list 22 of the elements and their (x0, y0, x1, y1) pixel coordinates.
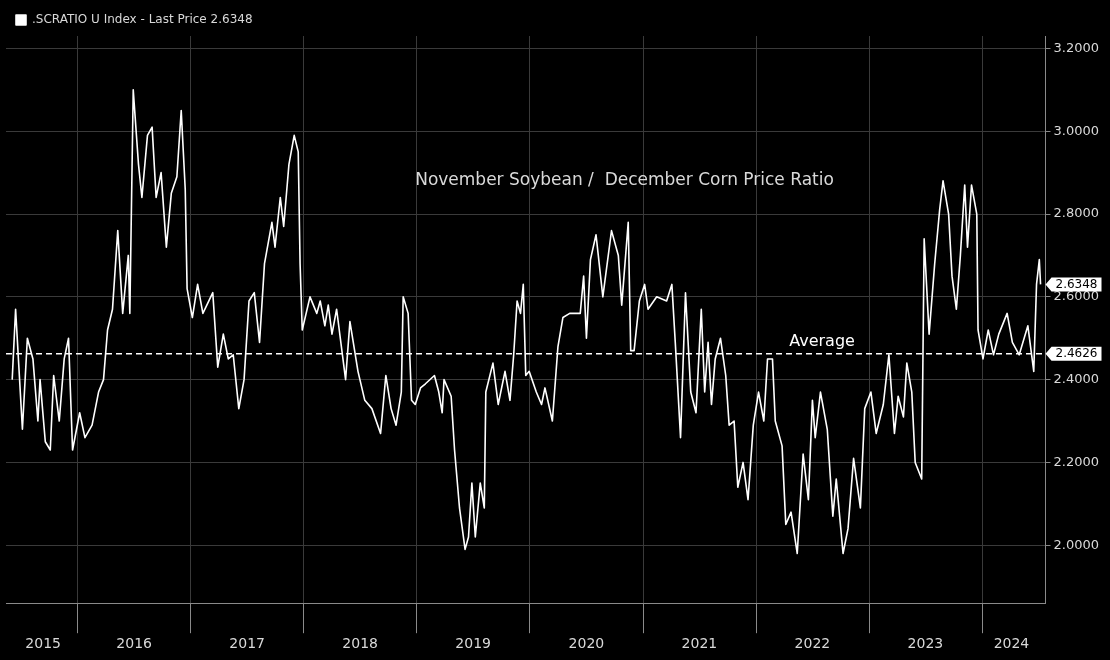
ref-line-label: Average (789, 330, 855, 350)
y-tick-label: 2.2000 (1053, 453, 1100, 469)
legend-label: .SCRATIO U Index - Last Price 2.6348 (32, 12, 253, 27)
y-tick-label: 2.6000 (1053, 288, 1100, 304)
y-tick-label: 2.0000 (1053, 536, 1100, 552)
y-tick-label: 2.8000 (1053, 205, 1100, 221)
text: November Soybean / December Corn Price Ratio (415, 169, 834, 190)
x-tick-label: 2016 (116, 635, 153, 652)
x-tick-label: 2021 (681, 635, 718, 652)
x-tick-label: 2022 (794, 635, 831, 652)
x-tick-label: 2020 (568, 635, 605, 652)
y-tick-label: 3.2000 (1053, 39, 1100, 55)
x-tick-label: 2023 (907, 635, 944, 652)
x-tick-label: 2017 (229, 635, 265, 652)
y-tick-label: 3.0000 (1053, 122, 1100, 138)
x-tick-label: 2024 (993, 635, 1030, 652)
x-tick-label: 2019 (455, 635, 491, 652)
text: 2.4626 (1055, 345, 1098, 360)
text: 2.6348 (1055, 276, 1098, 291)
x-tick-label: 2018 (342, 635, 378, 652)
y-tick-label: 2.4000 (1053, 371, 1100, 387)
x-tick-label: 2015 (25, 635, 61, 652)
